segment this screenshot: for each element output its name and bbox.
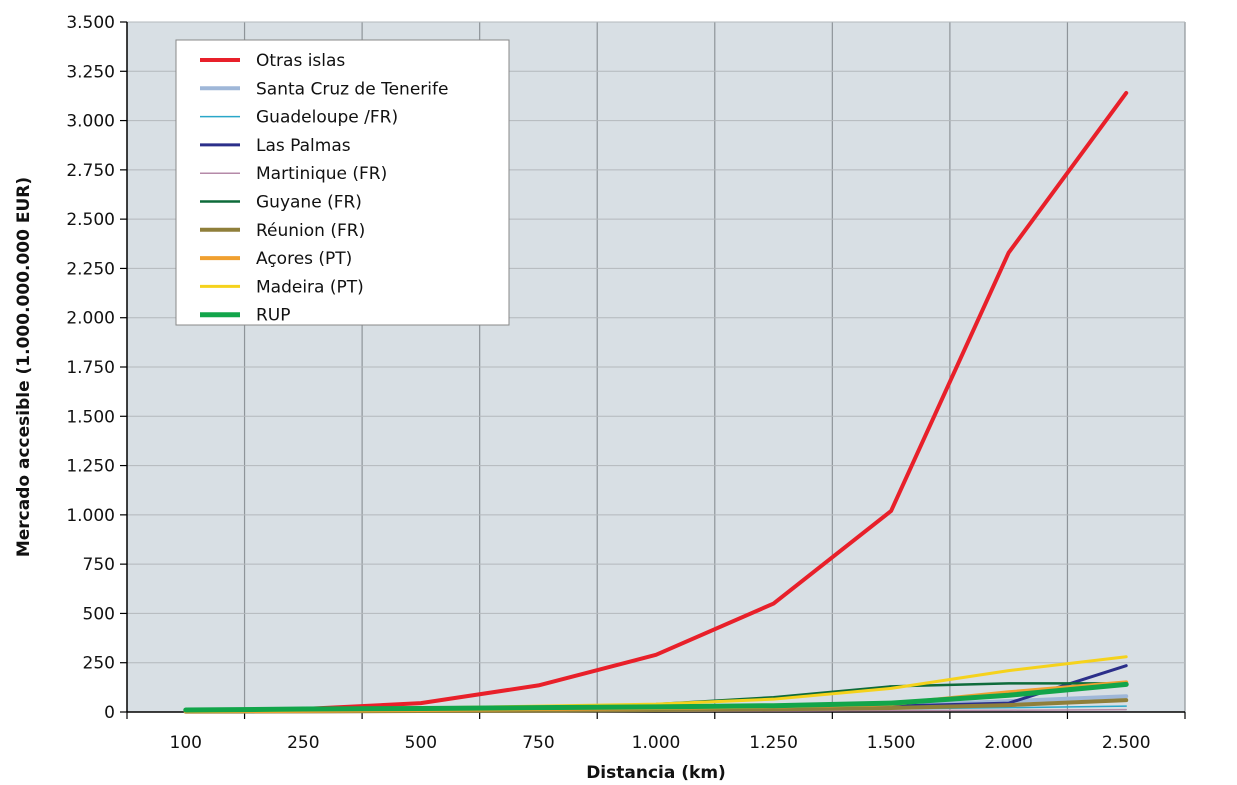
x-tick-label: 1.500 xyxy=(867,733,916,753)
y-tick-label: 1.500 xyxy=(66,407,115,427)
legend-label-8: Madeira (PT) xyxy=(256,277,364,297)
legend-label-6: Réunion (FR) xyxy=(256,221,365,241)
legend-label-5: Guyane (FR) xyxy=(256,193,362,213)
x-tick-label: 2.500 xyxy=(1102,733,1151,753)
x-tick-label: 2.000 xyxy=(984,733,1033,753)
y-tick-label: 2.250 xyxy=(66,259,115,279)
x-tick-label: 1.250 xyxy=(749,733,798,753)
legend-label-2: Guadeloupe /FR) xyxy=(256,108,398,128)
legend: Otras islas Santa Cruz de Tenerife Guadelo… xyxy=(175,39,510,326)
y-tick-label: 2.000 xyxy=(66,309,115,329)
x-tick-label: 750 xyxy=(522,733,554,753)
y-tick-label: 1.000 xyxy=(66,506,115,526)
x-tick-label: 1.000 xyxy=(632,733,681,753)
x-tick-label: 100 xyxy=(170,733,202,753)
legend-label-1: Santa Cruz de Tenerife xyxy=(256,79,448,99)
y-tick-label: 3.000 xyxy=(66,112,115,132)
series-line-9 xyxy=(183,681,1129,713)
y-tick-label: 3.250 xyxy=(66,62,115,82)
y-tick-label: 750 xyxy=(83,555,115,575)
y-tick-label: 1.250 xyxy=(66,457,115,477)
y-tick-label: 2.500 xyxy=(66,210,115,230)
y-tick-labels: 0 250 500 750 1.000 1.250 1.500 1.750 2.000 2.250… xyxy=(66,13,115,723)
x-axis-title: Distancia (km) xyxy=(586,763,726,783)
legend-label-0: Otras islas xyxy=(256,51,345,71)
y-tick-label: 3.500 xyxy=(66,13,115,33)
y-tick-label: 2.750 xyxy=(66,161,115,181)
x-tick-label: 250 xyxy=(287,733,319,753)
y-tick-label: 250 xyxy=(83,654,115,674)
y-tick-label: 500 xyxy=(83,604,115,624)
legend-label-3: Las Palmas xyxy=(256,136,351,156)
x-tick-label: 500 xyxy=(405,733,437,753)
y-tick-label: 1.750 xyxy=(66,358,115,378)
y-axis-title: Mercado accesible (1.000.000.000 EUR) xyxy=(14,177,34,557)
y-tick-label: 0 xyxy=(104,703,115,723)
legend-label-9: RUP xyxy=(256,306,291,326)
legend-label-4: Martinique (FR) xyxy=(256,164,387,184)
legend-label-7: Açores (PT) xyxy=(256,249,352,269)
x-tick-labels: 100 250 500 750 1.000 1.250 1.500 2.000 2.500 xyxy=(170,733,1151,753)
series-lines xyxy=(183,90,1129,714)
